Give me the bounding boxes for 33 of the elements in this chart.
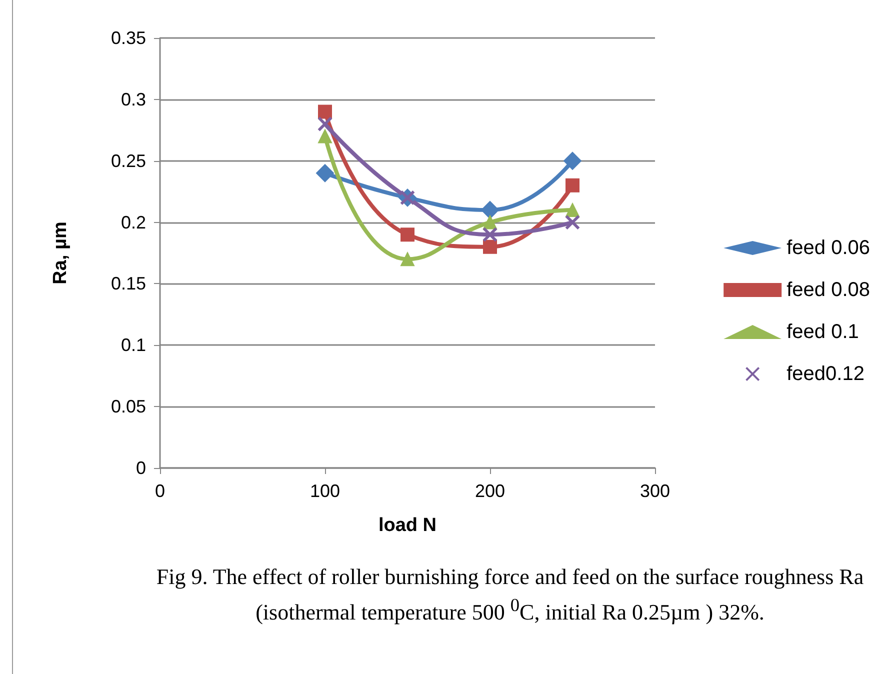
legend-label: feed 0.06 [786,237,870,259]
y-tick-label: 0.35 [110,28,146,48]
x-axis-title: load N [378,515,437,536]
y-axis-title: Ra, µm [50,222,71,284]
x-tick-label: 200 [474,481,506,501]
point [318,129,332,144]
y-tick-label: 0 [136,458,146,478]
legend-label: feed0.12 [786,363,864,385]
point [483,215,497,230]
y-tick-label: 0.15 [110,274,146,294]
legend-label: feed 0.08 [786,279,870,301]
point [400,252,414,266]
point [483,240,497,254]
x-tick-label: 0 [154,481,166,501]
y-tick-label: 0.1 [120,335,146,356]
point [566,203,580,217]
x-tick-label: 300 [640,481,670,501]
point [318,117,332,131]
point [564,152,582,170]
legend-label: feed 0.1 [786,321,859,343]
x-tick-label: 100 [310,481,340,501]
point [566,215,580,230]
point [566,178,580,192]
y-tick-label: 0.3 [120,89,146,110]
y-tick-label: 0.25 [110,150,146,171]
y-tick-label: 0.2 [120,212,146,232]
y-tick-label: 0.05 [110,396,146,417]
point [318,104,332,119]
point [481,201,499,219]
point [483,228,497,242]
point [316,164,334,182]
caption: Fig 9. The effect of roller burnishing force and feed on the surface roughness Ra (isothermal temperature 500 $^{0}$C, initial Ra 0.25µm ) 32%. [155,563,865,626]
point [400,228,414,242]
